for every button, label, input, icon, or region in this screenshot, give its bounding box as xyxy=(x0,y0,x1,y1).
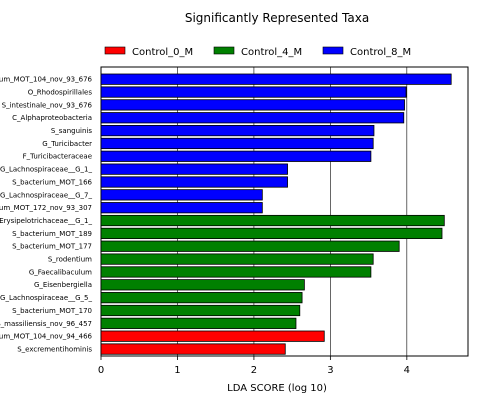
x-tick-label: 0 xyxy=(98,365,104,376)
legend-swatch xyxy=(322,46,344,55)
bar xyxy=(100,99,405,111)
bar xyxy=(100,317,297,329)
bar xyxy=(100,330,325,342)
y-tick-label: S_rodentium xyxy=(48,256,92,264)
bar xyxy=(100,343,286,355)
y-tick-label: G_Lachnospiraceae__G_7_ xyxy=(0,191,92,199)
x-tick-label: 2 xyxy=(251,365,257,376)
y-tick-label: F_Turicibacteraceae xyxy=(23,153,92,161)
bar xyxy=(100,227,443,239)
bar xyxy=(100,176,288,188)
legend-label: Control_8_M xyxy=(350,47,411,58)
y-tick-label: S_massiliensis_nov_96_457 xyxy=(0,320,92,328)
legend-swatch xyxy=(104,46,126,55)
bar xyxy=(100,189,263,201)
legend-label: Control_4_M xyxy=(241,47,302,58)
bar xyxy=(100,279,305,291)
y-tick-label: G_Eisenbergiella xyxy=(34,281,92,289)
y-tick-label: G_Lachnospiraceae__G_1_ xyxy=(0,166,92,174)
y-tick-label: Erysipelotrichaceae__G_1_ xyxy=(0,217,92,225)
bar xyxy=(100,266,372,278)
bar xyxy=(100,292,303,304)
y-tick-label: S_bacterium_MOT_177 xyxy=(12,243,92,251)
x-tick-label: 1 xyxy=(174,365,180,376)
y-tick-label: S_excrementihominis xyxy=(17,345,92,353)
y-tick-label: um_MOT_104_nov_93_676 xyxy=(0,76,93,84)
chart-title: Significantly Represented Taxa xyxy=(185,11,369,25)
x-tick-label: 3 xyxy=(327,365,333,376)
x-tick-label: 4 xyxy=(404,365,410,376)
y-tick-label: O_Rhodospirillales xyxy=(28,88,93,96)
legend-label: Control_0_M xyxy=(132,47,193,58)
y-tick-label: G_Turicibacter xyxy=(42,140,92,148)
y-tick-label: S_bacterium_MOT_170 xyxy=(12,307,92,315)
bar xyxy=(100,137,374,150)
y-tick-label: um_MOT_104_nov_94_466 xyxy=(0,333,93,341)
bar xyxy=(100,86,407,98)
bar xyxy=(100,253,374,265)
bar xyxy=(100,73,452,85)
y-tick-label: um_MOT_172_nov_93_307 xyxy=(0,204,92,212)
y-tick-label: C_Alphaproteobacteria xyxy=(12,114,92,122)
bar xyxy=(100,125,375,137)
y-tick-label: S_bacterium_MOT_166 xyxy=(12,178,92,186)
x-axis-label: LDA SCORE (log 10) xyxy=(227,383,327,394)
legend-swatch xyxy=(213,46,235,55)
bar xyxy=(100,240,400,252)
legend: Control_0_M Control_4_M Control_8_M xyxy=(104,46,411,58)
bar xyxy=(100,202,263,214)
bar xyxy=(100,163,288,175)
y-tick-label: S_intestinale_nov_93_676 xyxy=(2,101,93,109)
y-tick-label: S_sanguinis xyxy=(51,127,93,135)
y-tick-label: S_bacterium_MOT_189 xyxy=(12,230,92,238)
bar xyxy=(100,150,372,162)
bar xyxy=(100,214,445,227)
y-tick-label: G_Faecalibaculum xyxy=(29,268,92,276)
plot-area: um_MOT_104_nov_93_676 O_Rhodospirillales S… xyxy=(0,66,469,376)
y-tick-label: G_Lachnospiraceae__G_5_ xyxy=(0,294,92,302)
bar xyxy=(100,304,301,317)
bar xyxy=(100,112,405,124)
